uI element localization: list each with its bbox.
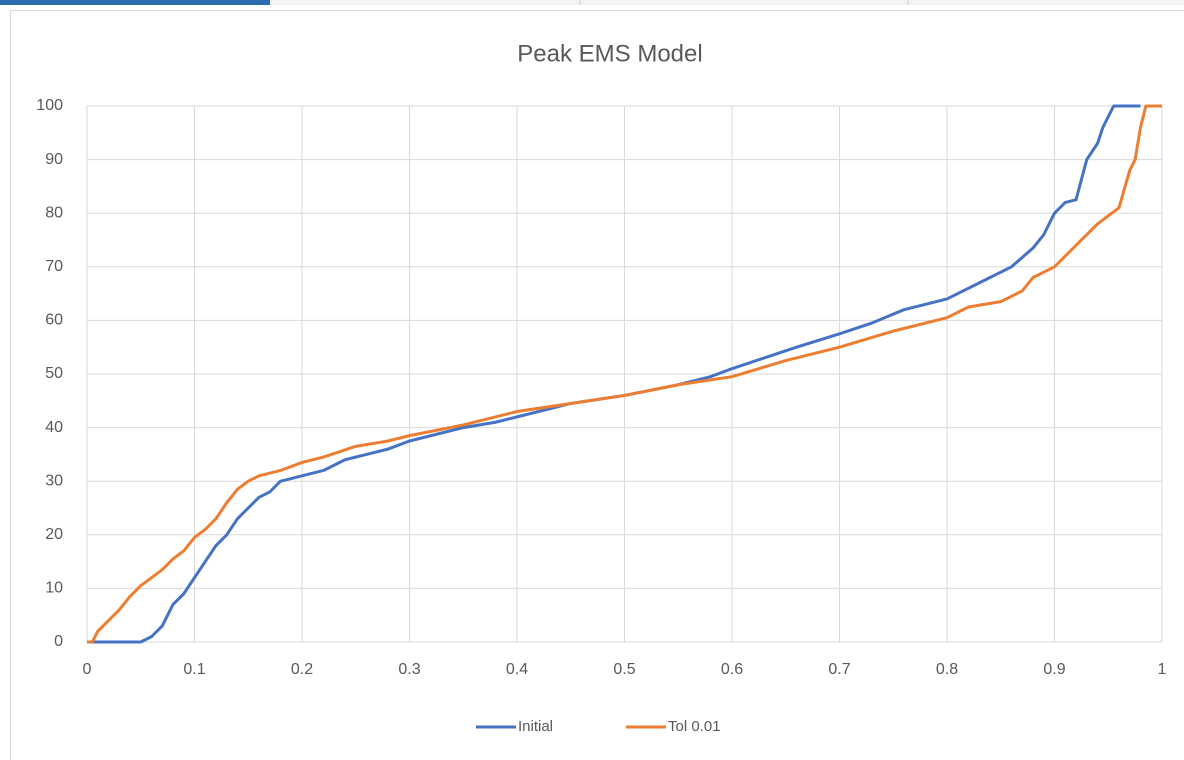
y-tick-label: 10 bbox=[45, 580, 63, 597]
x-tick-label: 0.4 bbox=[506, 661, 528, 678]
tab-strip bbox=[0, 0, 1184, 5]
active-tab bbox=[0, 0, 270, 5]
x-tick-label: 0.1 bbox=[183, 661, 205, 678]
x-tick-label: 0.8 bbox=[936, 661, 958, 678]
y-tick-label: 30 bbox=[45, 472, 63, 489]
x-tick-label: 1 bbox=[1158, 661, 1167, 678]
y-tick-label: 80 bbox=[45, 204, 63, 221]
x-tick-label: 0.9 bbox=[1043, 661, 1065, 678]
x-tick-label: 0.2 bbox=[291, 661, 313, 678]
y-tick-label: 70 bbox=[45, 258, 63, 275]
y-tick-label: 40 bbox=[45, 419, 63, 436]
y-tick-label: 50 bbox=[45, 365, 63, 382]
y-tick-label: 60 bbox=[45, 312, 63, 329]
y-tick-label: 0 bbox=[54, 633, 63, 650]
x-tick-label: 0.3 bbox=[398, 661, 420, 678]
legend-label: Tol 0.01 bbox=[668, 718, 721, 735]
series-line bbox=[87, 104, 1141, 644]
y-tick-label: 90 bbox=[45, 151, 63, 168]
chart-title: Peak EMS Model bbox=[517, 40, 702, 67]
x-tick-label: 0.5 bbox=[613, 661, 635, 678]
y-tick-label: 20 bbox=[45, 526, 63, 543]
legend-label: Initial bbox=[518, 718, 553, 735]
chart-border bbox=[10, 10, 1184, 760]
x-tick-label: 0 bbox=[83, 661, 92, 678]
x-tick-label: 0.7 bbox=[828, 661, 850, 678]
x-tick-label: 0.6 bbox=[721, 661, 743, 678]
y-tick-label: 100 bbox=[36, 97, 63, 114]
series-line bbox=[87, 104, 1162, 644]
